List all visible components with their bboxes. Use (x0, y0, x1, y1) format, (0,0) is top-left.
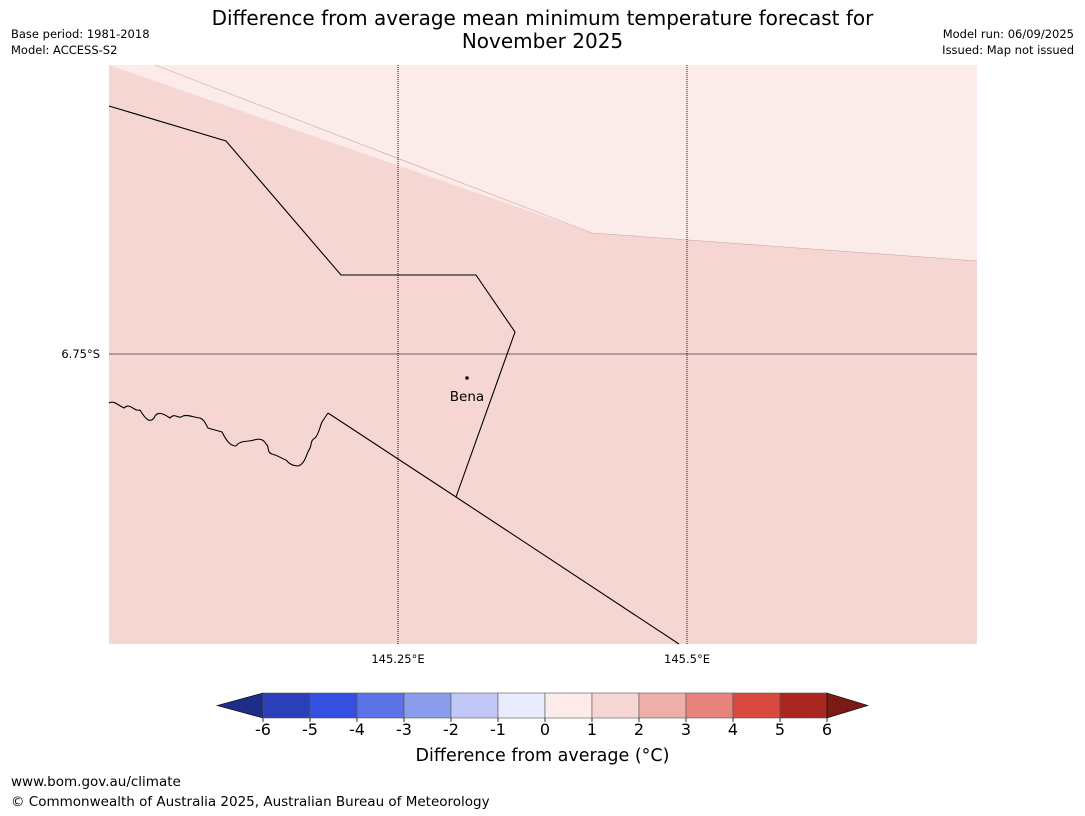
colorbar-swatch (732, 692, 781, 719)
footer-url: www.bom.gov.au/climate (11, 774, 181, 790)
meta-left: Base period: 1981-2018 Model: ACCESS-S2 (11, 26, 150, 58)
colorbar-swatch (544, 692, 593, 719)
colorbar: -6 -5 -4 -3 -2 -1 0 1 2 3 4 5 6 (215, 692, 870, 739)
colorbar-extend-low (215, 692, 264, 719)
lat-label: 6.75°S (61, 347, 100, 361)
colorbar-swatch (450, 692, 499, 719)
colorbar-extend-high (826, 692, 870, 719)
province-border-south (327, 412, 680, 645)
colorbar-label: Difference from average (°C) (415, 746, 670, 766)
colorbar-swatch (403, 692, 452, 719)
river-border (108, 401, 329, 467)
footer-copyright: © Commonwealth of Australia 2025, Austra… (11, 794, 490, 810)
lon-label-1: 145.25°E (371, 652, 424, 666)
model-text: Model: ACCESS-S2 (11, 43, 118, 57)
colorbar-tick-label: 6 (822, 720, 832, 739)
place-marker-bena (465, 376, 469, 380)
colorbar-swatch (638, 692, 687, 719)
model-run-text: Model run: 06/09/2025 (942, 27, 1074, 41)
colorbar-swatch (497, 692, 546, 719)
place-label-bena: Bena (450, 389, 484, 405)
map-title: Difference from average mean minimum tem… (211, 6, 874, 53)
colorbar-tick-label: 5 (775, 720, 785, 739)
colorbar-tick-label: 0 (540, 720, 550, 739)
base-period-text: Base period: 1981-2018 (11, 27, 150, 41)
colorbar-swatch (779, 692, 828, 719)
colorbar-swatch (309, 692, 358, 719)
colorbar-swatch (591, 692, 640, 719)
meta-right: Model run: 06/09/2025 Issued: Map not is… (942, 26, 1074, 58)
colorbar-tick-label: -2 (443, 720, 459, 739)
colorbar-tick-label: 4 (728, 720, 738, 739)
colorbar-tick-label: -5 (302, 720, 318, 739)
province-border-north (108, 105, 516, 498)
colorbar-tick-label: -1 (490, 720, 506, 739)
colorbar-tick-label: 1 (587, 720, 597, 739)
zone-boundary-line (154, 64, 978, 262)
colorbar-tick-label: -6 (255, 720, 271, 739)
colorbar-swatch (356, 692, 405, 719)
anomaly-zone-0-1 (109, 65, 977, 261)
colorbar-swatch (685, 692, 734, 719)
map-panel: Bena 6.75°S 145.25°E 145.5°E (61, 64, 978, 666)
issued-text: Issued: Map not issued (942, 43, 1074, 57)
colorbar-tick-label: 3 (681, 720, 691, 739)
colorbar-tick-label: 2 (634, 720, 644, 739)
lon-label-2: 145.5°E (664, 652, 710, 666)
colorbar-swatch (262, 692, 311, 719)
colorbar-tick-label: -3 (396, 720, 412, 739)
colorbar-tick-label: -4 (349, 720, 365, 739)
